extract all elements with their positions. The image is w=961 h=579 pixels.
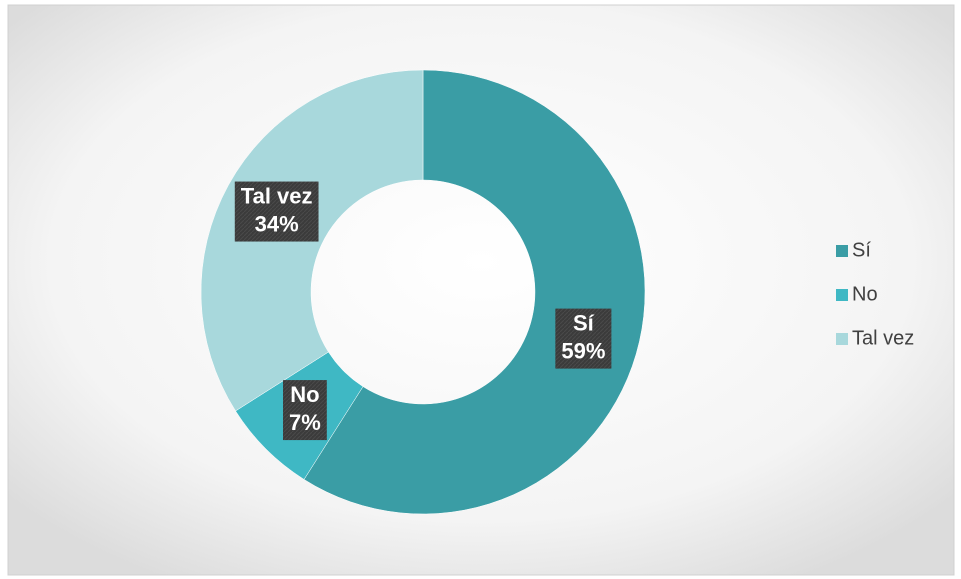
label-box [283,380,327,441]
label-value: 7% [289,410,321,435]
data-label: No 7% [283,380,327,441]
legend-label: Tal vez [852,327,914,349]
legend-swatch [836,333,848,345]
label-category: Tal vez [241,183,313,208]
legend-label: Sí [852,239,871,261]
label-category: Sí [573,310,595,335]
label-value: 59% [561,338,605,363]
legend-swatch [836,289,848,301]
legend-swatch [836,245,848,257]
label-box [555,308,612,369]
label-category: No [290,382,319,407]
data-label: Sí 59% [555,308,612,369]
data-label: Tal vez 34% [234,181,319,242]
legend-label: No [852,283,878,305]
label-value: 34% [255,211,299,236]
slice [303,69,646,515]
label-box [234,181,319,242]
